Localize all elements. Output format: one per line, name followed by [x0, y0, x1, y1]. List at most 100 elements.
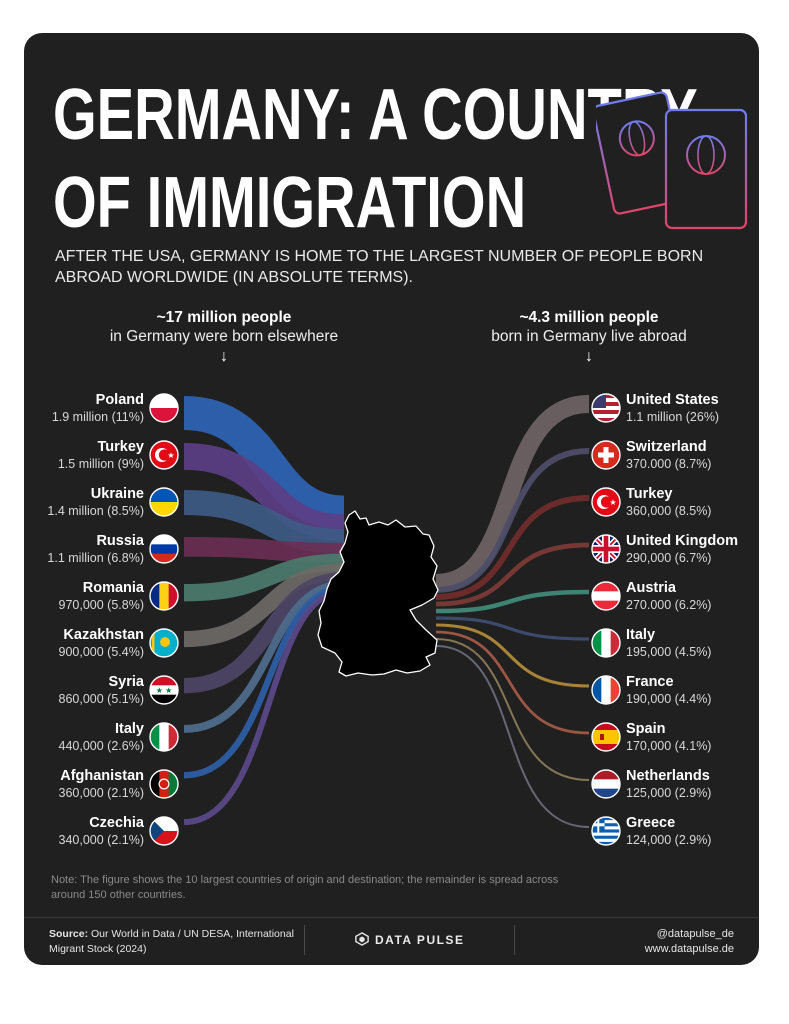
destination-row: United Kingdom 290,000 (6.7%) [591, 533, 738, 565]
origin-row: Kazakhstan 900,000 (5.4%) [59, 627, 179, 659]
destination-country-label: France [626, 674, 674, 690]
footer-separator [514, 925, 515, 955]
origin-country-label: Afghanistan [60, 768, 144, 784]
arrow-down-icon: ↓ [220, 348, 228, 365]
svg-text:★: ★ [609, 498, 616, 507]
arrow-down-icon: ↓ [585, 348, 593, 365]
inflow-header: ~17 million people in Germany were born … [74, 308, 374, 366]
flow-out-spain [435, 630, 590, 735]
origin-country-label: Ukraine [91, 486, 144, 502]
origin-value-label: 340,000 (2.1%) [59, 833, 144, 847]
poland-flag-icon [149, 393, 179, 423]
ukraine-flag-icon [149, 487, 179, 517]
destination-value-label: 195,000 (4.5%) [626, 645, 711, 659]
flow-out-greece [435, 644, 590, 829]
flow-in-poland [183, 396, 346, 530]
destination-country-label: United Kingdom [626, 533, 738, 549]
destination-country-label: Netherlands [626, 768, 710, 784]
origin-value-label: 360,000 (2.1%) [59, 786, 144, 800]
outflow-header-bold: ~4.3 million people [519, 309, 659, 326]
origin-row: Russia 1.1 million (6.8%) [47, 533, 179, 565]
destination-row: Spain 170,000 (4.1%) [591, 721, 711, 753]
destination-country-label: Turkey [626, 486, 672, 502]
origin-value-label: 1.9 million (11%) [52, 410, 144, 424]
destination-country-label: Italy [626, 627, 655, 643]
origin-country-label: Syria [109, 674, 145, 690]
syria-flag-icon: ★ ★ [149, 675, 179, 705]
italy-flag-icon [149, 722, 179, 752]
origin-value-label: 1.4 million (8.5%) [47, 504, 144, 518]
flow-out-netherlands [435, 637, 590, 782]
flow-in-czechia [183, 588, 345, 826]
flow-out-france [435, 623, 590, 688]
inflow-header-text: in Germany were born elsewhere [109, 328, 339, 345]
origin-country-label: Italy [115, 721, 144, 737]
social-links: @datapulse_de www.datapulse.de [645, 927, 734, 957]
usa-flag-icon [591, 393, 621, 423]
origin-country-label: Romania [83, 580, 145, 596]
origin-row: Turkey 1.5 million (9%) ★ [58, 439, 179, 471]
source-label: Source: [49, 928, 89, 940]
source-credit: Source: Our World in Data / UN DESA, Int… [49, 927, 309, 957]
origin-value-label: 900,000 (5.4%) [59, 645, 144, 659]
switzerland-flag-icon [591, 440, 621, 470]
origin-value-label: 440,000 (2.6%) [59, 739, 144, 753]
outflow-header: ~4.3 million people born in Germany live… [439, 308, 739, 366]
destination-value-label: 270.000 (6.2%) [626, 598, 711, 612]
italy-flag-icon [591, 628, 621, 658]
destination-value-label: 360,000 (8.5%) [626, 504, 711, 518]
flow-ribbons [183, 395, 590, 829]
origin-row: Romania 970,000 (5.8%) [59, 580, 179, 612]
brand-name: DATA PULSE [375, 933, 465, 947]
footnote: Note: The figure shows the 10 largest co… [51, 874, 559, 901]
destination-row: France 190,000 (4.4%) [591, 674, 711, 706]
origin-row: Italy 440,000 (2.6%) [59, 721, 179, 753]
russia-flag-icon [149, 534, 179, 564]
uk-flag-icon [591, 534, 621, 564]
origin-row: Syria 860,000 (5.1%) ★ ★ [59, 674, 179, 706]
flow-out-italy [435, 616, 590, 641]
origin-row: Ukraine 1.4 million (8.5%) [47, 486, 179, 518]
destination-value-label: 190,000 (4.4%) [626, 692, 711, 706]
inflow-header-bold: ~17 million people [156, 309, 292, 326]
destination-value-label: 370.000 (8.7%) [626, 457, 711, 471]
migration-sankey: Poland 1.9 million (11%) Turkey 1.5 million… [47, 392, 738, 847]
origin-country-label: Poland [96, 392, 144, 408]
footer-separator [304, 925, 305, 955]
netherlands-flag-icon [591, 769, 621, 799]
origin-value-label: 1.1 million (6.8%) [47, 551, 144, 565]
romania-flag-icon [149, 581, 179, 611]
origin-country-label: Russia [96, 533, 144, 549]
flow-in-ukraine [183, 489, 345, 555]
austria-flag-icon [591, 581, 621, 611]
origin-row: Czechia 340,000 (2.1%) [59, 815, 179, 847]
kazakhstan-flag-icon [149, 628, 179, 658]
flow-in-afghanistan [183, 584, 345, 779]
destination-row: Greece 124,000 (2.9%) [591, 815, 711, 847]
origin-row: Afghanistan 360,000 (2.1%) [59, 768, 179, 800]
destination-country-label: Switzerland [626, 439, 707, 455]
destination-row: Switzerland 370.000 (8.7%) [591, 439, 711, 471]
flow-in-turkey [183, 442, 345, 542]
website-link[interactable]: www.datapulse.de [644, 943, 734, 955]
destination-value-label: 124,000 (2.9%) [626, 833, 711, 847]
subtitle: AFTER THE USA, GERMANY IS HOME TO THE LA… [55, 248, 704, 286]
origin-value-label: 1.5 million (9%) [58, 457, 144, 471]
destination-value-label: 290,000 (6.7%) [626, 551, 711, 565]
origin-value-label: 860,000 (5.1%) [59, 692, 144, 706]
germany-map-icon [317, 510, 439, 677]
destination-value-label: 1.1 million (26%) [626, 410, 719, 424]
social-handle[interactable]: @datapulse_de [656, 928, 734, 940]
flow-out-united-states [435, 395, 590, 592]
destination-row: Italy 195,000 (4.5%) [591, 627, 711, 659]
destination-row: ★ Turkey 360,000 (8.5%) [591, 486, 711, 518]
destination-value-label: 125,000 (2.9%) [626, 786, 711, 800]
afghanistan-flag-icon [149, 769, 179, 799]
source-text: Our World in Data / UN DESA, Internation… [49, 928, 294, 955]
outflow-header-text: born in Germany live abroad [491, 328, 687, 345]
destination-row: Austria 270.000 (6.2%) [591, 580, 711, 612]
destination-country-label: United States [626, 392, 719, 408]
flow-in-kazakhstan [183, 563, 345, 648]
flow-out-turkey [435, 495, 590, 600]
flow-in-romania [183, 553, 345, 602]
